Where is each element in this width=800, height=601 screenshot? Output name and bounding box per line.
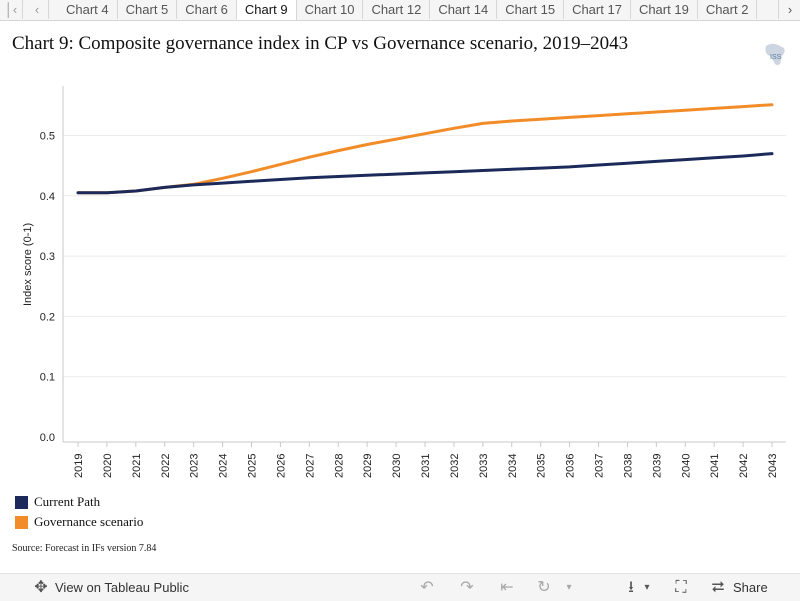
revert-icon[interactable]: ⇤ <box>500 579 514 596</box>
tableau-logo-icon[interactable]: ✥ <box>34 579 48 596</box>
legend-swatch-governance-scenario <box>15 515 28 529</box>
x-tick-label: 2033 <box>478 454 490 478</box>
x-tick-label: 2042 <box>738 454 750 478</box>
x-tick-label: 2028 <box>333 454 345 478</box>
y-axis-label: Index score (0-1) <box>22 222 34 306</box>
x-tick-label: 2038 <box>622 454 634 478</box>
tab-chart-19[interactable]: Chart 19 <box>631 0 698 19</box>
chart-title: Chart 9: Composite governance index in C… <box>12 33 629 54</box>
legend: Current Path Governance scenario <box>15 492 143 532</box>
y-tick-label: 0.2 <box>40 311 55 323</box>
tab-chart-5[interactable]: Chart 5 <box>118 0 178 19</box>
legend-swatch-current-path <box>15 495 28 509</box>
y-tick-label: 0.1 <box>40 372 55 384</box>
x-tick-label: 2023 <box>189 454 201 478</box>
y-tick-label: 0.4 <box>40 191 55 203</box>
share-button[interactable]: Share <box>733 580 768 595</box>
tab-chart-6[interactable]: Chart 6 <box>177 0 237 19</box>
previous-tab-icon[interactable]: ‹ <box>26 0 49 19</box>
x-tick-label: 2022 <box>160 454 172 478</box>
legend-label: Governance scenario <box>34 514 144 529</box>
y-tick-label: 0.3 <box>40 251 55 263</box>
tab-chart-10[interactable]: Chart 10 <box>297 0 364 19</box>
x-tick-label: 2027 <box>304 454 316 478</box>
refresh-icon[interactable]: ↻ <box>537 579 551 596</box>
view-on-tableau-link[interactable]: View on Tableau Public <box>55 580 189 595</box>
x-tick-label: 2035 <box>536 454 548 478</box>
x-tick-label: 2039 <box>651 454 663 478</box>
legend-item-governance-scenario[interactable]: Governance scenario <box>15 512 143 532</box>
first-tab-icon[interactable]: │‹ <box>0 0 23 19</box>
tab-chart-14[interactable]: Chart 14 <box>430 0 498 19</box>
x-tick-label: 2020 <box>102 454 114 478</box>
logo: ISS <box>765 43 785 66</box>
line-chart: 0.0 0.1 0.2 0.3 0.4 0.5 2019 2020 2021 2022 2023 20… <box>40 86 786 478</box>
share-icon[interactable]: ⮂ <box>711 579 725 596</box>
tab-list: Chart 4 Chart 5 Chart 6 Chart 9 Chart 10 Char… <box>58 0 758 20</box>
undo-icon[interactable]: ↶ <box>420 579 434 596</box>
x-tick-label: 2021 <box>131 454 143 478</box>
y-tick-label: 0.5 <box>40 131 55 143</box>
bottom-toolbar: ✥ View on Tableau Public ↶ ↷ ⇤ ↻ ▾ ⭳ ▾ ⛶… <box>0 573 800 601</box>
x-tick-label: 2026 <box>275 454 287 478</box>
legend-label: Current Path <box>34 494 101 509</box>
refresh-dropdown-icon[interactable]: ▾ <box>566 582 572 593</box>
x-tick-label: 2037 <box>594 454 606 478</box>
tab-chart-15[interactable]: Chart 15 <box>497 0 565 19</box>
x-tick-label: 2034 <box>507 454 519 478</box>
tab-chart-12[interactable]: Chart 12 <box>363 0 431 19</box>
x-tick-label: 2032 <box>449 454 461 478</box>
y-tick-label: 0.0 <box>40 432 55 444</box>
x-tick-label: 2036 <box>565 454 577 478</box>
x-tick-label: 2031 <box>420 454 432 478</box>
download-icon[interactable]: ⭳ <box>628 579 634 596</box>
series-line-current-path <box>76 152 774 195</box>
x-tick-label: 2025 <box>247 454 259 478</box>
tab-bar: │‹ ‹ Chart 4 Chart 5 Chart 6 Chart 9 Chart 1… <box>0 0 800 21</box>
x-tick-label: 2029 <box>362 454 374 478</box>
redo-icon[interactable]: ↷ <box>460 579 474 596</box>
tab-chart-9[interactable]: Chart 9 <box>236 0 297 20</box>
download-dropdown-icon[interactable]: ▾ <box>644 582 650 593</box>
series-line-governance-scenario <box>76 103 774 195</box>
x-tick-label: 2041 <box>709 454 721 478</box>
tab-chart-17[interactable]: Chart 17 <box>564 0 631 19</box>
tab-chart-4[interactable]: Chart 4 <box>58 0 118 19</box>
x-tick-label: 2030 <box>391 454 403 478</box>
legend-item-current-path[interactable]: Current Path <box>15 492 143 512</box>
next-tab-icon[interactable]: › <box>778 0 800 19</box>
x-tick-label: 2019 <box>73 454 85 478</box>
x-tick-label: 2040 <box>680 454 692 478</box>
fullscreen-icon[interactable]: ⛶ <box>675 579 687 596</box>
source-note: Source: Forecast in IFs version 7.84 <box>12 543 157 554</box>
tab-chart-2[interactable]: Chart 2 <box>698 0 758 19</box>
x-tick-label: 2024 <box>218 454 230 478</box>
logo-text: ISS <box>770 54 782 61</box>
x-tick-label: 2043 <box>767 454 779 478</box>
